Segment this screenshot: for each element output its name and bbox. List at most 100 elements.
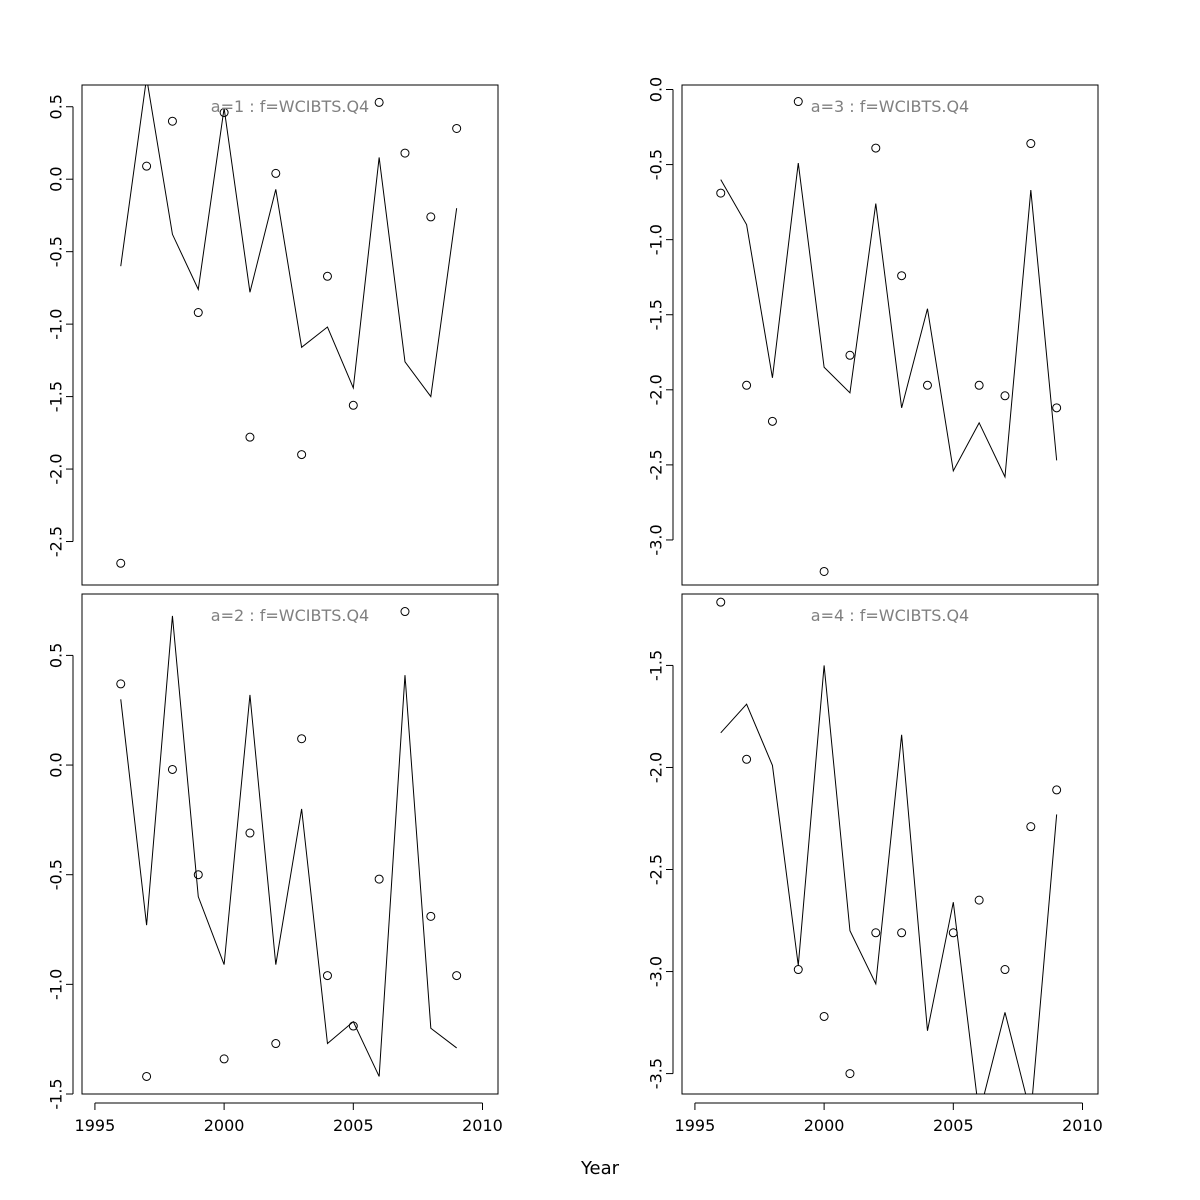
fitted-line bbox=[120, 615, 457, 1077]
x-tick-label: 2010 bbox=[1062, 1116, 1103, 1135]
plot-area bbox=[716, 597, 1062, 1094]
observed-point bbox=[116, 679, 126, 689]
y-tick-label: -1.5 bbox=[47, 381, 66, 412]
y-tick-label: -0.5 bbox=[47, 859, 66, 890]
observed-point bbox=[897, 928, 907, 938]
y-tick-label: -2.0 bbox=[47, 453, 66, 484]
observed-point bbox=[142, 1071, 152, 1081]
y-tick-label: -1.5 bbox=[47, 1078, 66, 1109]
fitted-line bbox=[120, 85, 458, 398]
observed-point bbox=[922, 380, 932, 390]
observed-point bbox=[819, 1011, 829, 1021]
observed-point bbox=[1026, 822, 1036, 832]
y-tick-label: 0.0 bbox=[647, 77, 666, 102]
observed-point bbox=[374, 874, 384, 884]
observed-point bbox=[767, 416, 777, 426]
panel-1: 0.5 0.0 -0.5 -1.0 -1.5 -2.0 -2.5 a=1 : f=WCIBTS… bbox=[47, 84, 499, 586]
observed-point bbox=[871, 143, 881, 153]
panel-3: 0.5 0.0 -0.5 -1.0 -1.5 1995 2000 2005 2010 a=2 : … bbox=[47, 593, 503, 1135]
observed-point bbox=[219, 1054, 229, 1064]
observed-point bbox=[452, 123, 462, 133]
x-tick-label: 1995 bbox=[75, 1116, 116, 1135]
y-tick-label: -2.0 bbox=[647, 374, 666, 405]
plot-frame bbox=[81, 84, 499, 586]
observed-point bbox=[1000, 965, 1010, 975]
observed-point bbox=[793, 97, 803, 107]
observed-point bbox=[193, 308, 203, 318]
y-tick-label: -3.0 bbox=[647, 956, 666, 987]
y-tick-label: 0.5 bbox=[47, 643, 66, 668]
observed-point bbox=[742, 380, 752, 390]
y-tick-label: -3.5 bbox=[647, 1058, 666, 1089]
observed-point bbox=[1000, 391, 1010, 401]
y-tick-label: -2.5 bbox=[647, 449, 666, 480]
observed-point bbox=[845, 1069, 855, 1079]
observed-point bbox=[1052, 403, 1062, 413]
panel-label: a=1 : f=WCIBTS.Q4 bbox=[211, 97, 369, 116]
x-tick-label: 2000 bbox=[804, 1116, 845, 1135]
y-tick-label: -1.5 bbox=[647, 650, 666, 681]
panels: 0.5 0.0 -0.5 -1.0 -1.5 -2.0 -2.5 a=1 : f=WCIBTS… bbox=[47, 77, 1103, 1135]
observed-point bbox=[742, 754, 752, 764]
y-tick-label: -1.0 bbox=[647, 224, 666, 255]
x-tick-label: 1995 bbox=[675, 1116, 716, 1135]
observed-point bbox=[374, 97, 384, 107]
observed-point bbox=[871, 928, 881, 938]
observed-point bbox=[426, 911, 436, 921]
y-tick-label: -1.5 bbox=[647, 299, 666, 330]
observed-point bbox=[948, 928, 958, 938]
plot-area bbox=[116, 607, 462, 1081]
y-tick-label: 0.5 bbox=[47, 94, 66, 119]
plot-area bbox=[116, 85, 462, 568]
y-tick-label: -2.5 bbox=[647, 854, 666, 885]
observed-point bbox=[167, 764, 177, 774]
observed-point bbox=[426, 212, 436, 222]
observed-point bbox=[1052, 785, 1062, 795]
observed-point bbox=[219, 108, 229, 118]
x-axis-label: Year bbox=[580, 1158, 620, 1179]
observed-point bbox=[716, 597, 726, 607]
observed-point bbox=[974, 380, 984, 390]
observed-point bbox=[793, 965, 803, 975]
observed-point bbox=[167, 116, 177, 126]
y-tick-label: -0.5 bbox=[47, 236, 66, 267]
y-tick-label: -1.0 bbox=[47, 309, 66, 340]
panel-label: a=4 : f=WCIBTS.Q4 bbox=[811, 606, 969, 625]
y-tick-label: 0.0 bbox=[47, 166, 66, 191]
observed-point bbox=[271, 1039, 281, 1049]
plot-frame bbox=[81, 593, 499, 1095]
observed-point bbox=[297, 734, 307, 744]
observed-point bbox=[1026, 139, 1036, 149]
observed-point bbox=[116, 558, 126, 568]
plot-area bbox=[716, 97, 1062, 576]
observed-point bbox=[716, 188, 726, 198]
observed-point bbox=[400, 607, 410, 617]
x-tick-label: 2005 bbox=[333, 1116, 374, 1135]
observed-point bbox=[348, 400, 358, 410]
observed-point bbox=[348, 1021, 358, 1031]
observed-point bbox=[297, 450, 307, 460]
y-tick-label: 0.0 bbox=[47, 752, 66, 777]
observed-point bbox=[271, 168, 281, 178]
observed-point bbox=[245, 828, 255, 838]
y-tick-label: -2.5 bbox=[47, 526, 66, 557]
observed-point bbox=[452, 971, 462, 981]
y-tick-label: -1.0 bbox=[47, 969, 66, 1000]
y-tick-label: -3.0 bbox=[647, 524, 666, 555]
observed-point bbox=[974, 895, 984, 905]
x-tick-label: 2000 bbox=[204, 1116, 245, 1135]
observed-point bbox=[322, 971, 332, 981]
observed-point bbox=[142, 161, 152, 171]
observed-point bbox=[400, 148, 410, 158]
observed-point bbox=[245, 432, 255, 442]
observed-point bbox=[193, 870, 203, 880]
observed-point bbox=[322, 271, 332, 281]
x-tick-label: 2005 bbox=[933, 1116, 974, 1135]
y-tick-label: -2.0 bbox=[647, 752, 666, 783]
fitted-line bbox=[720, 163, 1058, 479]
panel-label: a=3 : f=WCIBTS.Q4 bbox=[811, 97, 969, 116]
observed-point bbox=[897, 271, 907, 281]
observed-point bbox=[819, 566, 829, 576]
